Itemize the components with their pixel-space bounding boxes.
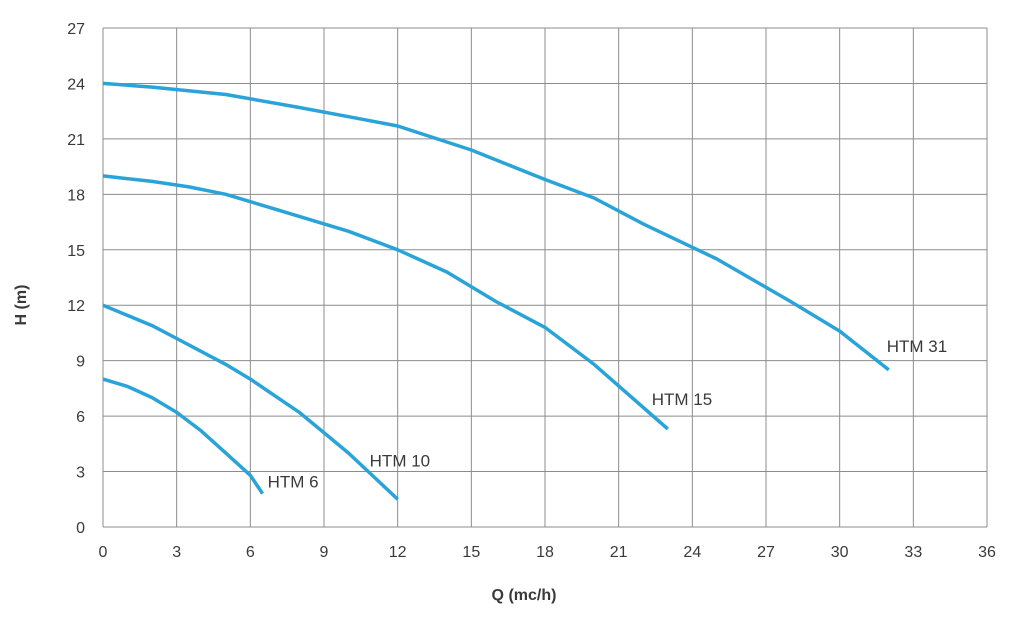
x-tick-label: 15 [462, 544, 480, 561]
series-layer [102, 81, 890, 501]
y-tick-label: 18 [67, 187, 85, 204]
x-tick-label: 3 [172, 544, 181, 561]
x-tick-label: 18 [536, 544, 554, 561]
x-tick-label: 0 [99, 544, 108, 561]
x-tick-label: 24 [683, 544, 701, 561]
y-tick-label: 12 [67, 298, 85, 315]
series-line-htm-31 [102, 81, 890, 372]
series-line-htm-10 [102, 303, 399, 501]
series-label: HTM 31 [887, 337, 947, 356]
x-tick-label: 6 [246, 544, 255, 561]
y-tick-label: 3 [76, 465, 85, 482]
y-tick-label: 0 [76, 520, 85, 537]
series-label: HTM 15 [652, 390, 712, 409]
y-tick-label: 27 [67, 21, 85, 38]
y-tick-label: 9 [76, 354, 85, 371]
series-line-htm-15 [102, 174, 669, 431]
x-tick-label: 9 [320, 544, 329, 561]
series-label: HTM 10 [370, 451, 430, 470]
label-layer: HTM 6 HTM 10 HTM 15 HTM 31 [268, 337, 948, 492]
x-tick-label: 27 [757, 544, 775, 561]
grid-layer [102, 27, 988, 528]
x-tick-label: 33 [904, 544, 922, 561]
y-tick-label: 6 [76, 409, 85, 426]
y-tick-label: 21 [67, 132, 85, 149]
y-tick-label: 15 [67, 243, 85, 260]
x-tick-label: 36 [978, 544, 996, 561]
x-tick-label: 30 [831, 544, 849, 561]
x-tick-label: 12 [389, 544, 407, 561]
series-line-htm-6 [102, 377, 265, 495]
y-tick-label: 24 [67, 76, 85, 93]
series-label: HTM 6 [268, 473, 319, 492]
y-axis-title: H (m) [13, 285, 30, 326]
x-axis-title: Q (mc/h) [492, 587, 557, 604]
x-tick-label: 21 [610, 544, 628, 561]
